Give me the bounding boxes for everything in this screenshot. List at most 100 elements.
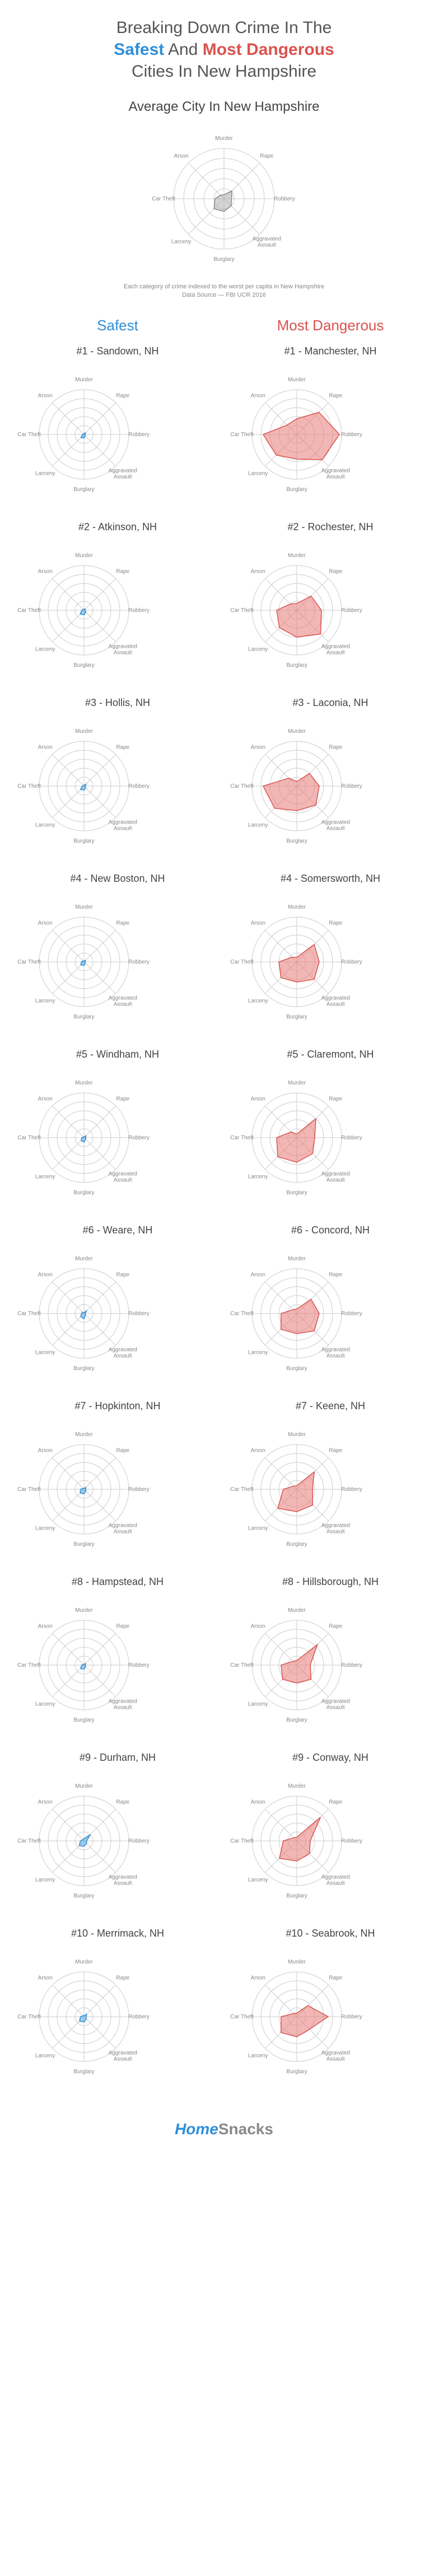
safest-cell: #4 - New Boston, NHMurderRapeRobberyAggr… xyxy=(11,873,224,1035)
svg-text:Assault: Assault xyxy=(258,242,276,248)
svg-text:Car Theft: Car Theft xyxy=(230,432,254,438)
svg-text:Robbery: Robbery xyxy=(128,1311,150,1317)
svg-text:Robbery: Robbery xyxy=(341,2014,362,2020)
title-danger: Most Dangerous xyxy=(203,40,334,59)
safest-cell: #9 - Durham, NHMurderRapeRobberyAggravat… xyxy=(11,1752,224,1914)
svg-text:Car Theft: Car Theft xyxy=(17,607,41,614)
average-heading: Average City In New Hampshire xyxy=(11,99,437,115)
svg-text:Larceny: Larceny xyxy=(248,1349,268,1355)
danger-cell: #10 - Seabrook, NHMurderRapeRobberyAggra… xyxy=(224,1928,437,2089)
svg-text:Rape: Rape xyxy=(329,568,342,574)
danger-city-title: #1 - Manchester, NH xyxy=(224,345,437,357)
svg-text:Aggravated: Aggravated xyxy=(321,467,350,474)
svg-text:Aggravated: Aggravated xyxy=(109,995,137,1001)
svg-text:Burglary: Burglary xyxy=(73,838,94,844)
svg-text:Rape: Rape xyxy=(329,1447,342,1453)
svg-text:Robbery: Robbery xyxy=(128,1486,150,1493)
svg-text:Arson: Arson xyxy=(38,744,53,750)
svg-text:Robbery: Robbery xyxy=(341,1838,362,1844)
svg-text:Car Theft: Car Theft xyxy=(230,607,254,614)
svg-text:Assault: Assault xyxy=(114,1880,132,1886)
svg-text:Robbery: Robbery xyxy=(128,783,150,789)
svg-text:Robbery: Robbery xyxy=(128,2014,150,2020)
safest-city-title: #8 - Hampstead, NH xyxy=(11,1576,224,1588)
svg-text:Burglary: Burglary xyxy=(213,256,234,263)
svg-text:Aggravated: Aggravated xyxy=(109,1698,137,1704)
danger-radar-chart: MurderRapeRobberyAggravatedAssaultBurgla… xyxy=(224,537,370,683)
safest-city-title: #4 - New Boston, NH xyxy=(11,873,224,885)
svg-text:Assault: Assault xyxy=(114,474,132,480)
danger-city-title: #7 - Keene, NH xyxy=(224,1400,437,1412)
svg-text:Car Theft: Car Theft xyxy=(17,1662,41,1668)
danger-city-title: #6 - Concord, NH xyxy=(224,1224,437,1236)
svg-text:Murder: Murder xyxy=(75,1607,93,1614)
svg-text:Robbery: Robbery xyxy=(128,959,150,965)
title-and: And xyxy=(164,40,202,59)
svg-text:Murder: Murder xyxy=(288,728,306,735)
danger-cell: #8 - Hillsborough, NHMurderRapeRobberyAg… xyxy=(224,1576,437,1738)
safest-radar-chart: MurderRapeRobberyAggravatedAssaultBurgla… xyxy=(11,713,157,859)
svg-text:Larceny: Larceny xyxy=(35,646,55,652)
svg-text:Car Theft: Car Theft xyxy=(17,1135,41,1141)
svg-text:Burglary: Burglary xyxy=(73,1366,94,1372)
svg-text:Aggravated: Aggravated xyxy=(321,819,350,825)
safest-radar-chart: MurderRapeRobberyAggravatedAssaultBurgla… xyxy=(11,537,157,683)
svg-text:Larceny: Larceny xyxy=(248,1877,268,1883)
svg-text:Aggravated: Aggravated xyxy=(109,467,137,474)
svg-text:Assault: Assault xyxy=(326,2056,345,2062)
svg-text:Larceny: Larceny xyxy=(35,2053,55,2059)
safest-city-title: #2 - Atkinson, NH xyxy=(11,521,224,533)
city-row: #5 - Windham, NHMurderRapeRobberyAggrava… xyxy=(11,1049,437,1210)
svg-text:Car Theft: Car Theft xyxy=(17,783,41,789)
svg-text:Arson: Arson xyxy=(251,1447,265,1453)
danger-cell: #3 - Laconia, NHMurderRapeRobberyAggrava… xyxy=(224,697,437,859)
safest-radar-chart: MurderRapeRobberyAggravatedAssaultBurgla… xyxy=(11,1944,157,2089)
safest-radar-chart: MurderRapeRobberyAggravatedAssaultBurgla… xyxy=(11,889,157,1035)
svg-text:Burglary: Burglary xyxy=(73,487,94,493)
svg-text:Assault: Assault xyxy=(114,1177,132,1183)
svg-text:Murder: Murder xyxy=(75,1959,93,1965)
svg-text:Robbery: Robbery xyxy=(341,1486,362,1493)
svg-text:Murder: Murder xyxy=(288,1432,306,1438)
danger-radar-chart: MurderRapeRobberyAggravatedAssaultBurgla… xyxy=(224,713,370,859)
svg-text:Burglary: Burglary xyxy=(286,487,307,493)
danger-radar-chart: MurderRapeRobberyAggravatedAssaultBurgla… xyxy=(224,1768,370,1914)
svg-text:Aggravated: Aggravated xyxy=(321,2050,350,2056)
danger-radar-chart: MurderRapeRobberyAggravatedAssaultBurgla… xyxy=(224,889,370,1035)
columns-header: Safest Most Dangerous xyxy=(11,317,437,334)
svg-text:Murder: Murder xyxy=(288,1256,306,1262)
svg-text:Larceny: Larceny xyxy=(35,1349,55,1355)
svg-text:Arson: Arson xyxy=(38,1799,53,1805)
svg-text:Rape: Rape xyxy=(329,392,342,399)
danger-cell: #2 - Rochester, NHMurderRapeRobberyAggra… xyxy=(224,521,437,683)
svg-text:Larceny: Larceny xyxy=(248,1174,268,1180)
svg-text:Aggravated: Aggravated xyxy=(109,819,137,825)
svg-text:Aggravated: Aggravated xyxy=(109,2050,137,2056)
svg-text:Murder: Murder xyxy=(75,1432,93,1438)
danger-radar-chart: MurderRapeRobberyAggravatedAssaultBurgla… xyxy=(224,1065,370,1210)
svg-text:Murder: Murder xyxy=(288,1783,306,1789)
safest-city-title: #5 - Windham, NH xyxy=(11,1049,224,1060)
col-header-safest: Safest xyxy=(11,317,224,334)
svg-text:Arson: Arson xyxy=(38,392,53,399)
safest-city-title: #6 - Weare, NH xyxy=(11,1224,224,1236)
title-line3: Cities In New Hampshire xyxy=(132,62,316,81)
safest-cell: #5 - Windham, NH MurderRapeRobberyAggrava… xyxy=(11,1049,224,1210)
safest-radar-chart: MurderRapeRobberyAggravatedAssaultBurgla… xyxy=(11,1065,157,1210)
svg-text:Car Theft: Car Theft xyxy=(17,1838,41,1844)
danger-city-title: #8 - Hillsborough, NH xyxy=(224,1576,437,1588)
svg-text:Burglary: Burglary xyxy=(73,1893,94,1899)
footer-home: Home xyxy=(175,2120,218,2138)
city-row: #8 - Hampstead, NHMurderRapeRobberyAggra… xyxy=(11,1576,437,1738)
svg-text:Robbery: Robbery xyxy=(341,959,362,965)
svg-text:Murder: Murder xyxy=(75,904,93,910)
svg-text:Car Theft: Car Theft xyxy=(230,2014,254,2020)
svg-text:Murder: Murder xyxy=(75,1080,93,1086)
city-row: #1 - Sandown, NHMurderRapeRobberyAggrava… xyxy=(11,345,437,507)
svg-text:Car Theft: Car Theft xyxy=(17,1486,41,1493)
svg-text:Aggravated: Aggravated xyxy=(109,1171,137,1177)
svg-text:Arson: Arson xyxy=(38,1447,53,1453)
svg-text:Rape: Rape xyxy=(260,153,273,160)
svg-text:Larceny: Larceny xyxy=(248,646,268,652)
svg-text:Aggravated: Aggravated xyxy=(253,236,281,242)
